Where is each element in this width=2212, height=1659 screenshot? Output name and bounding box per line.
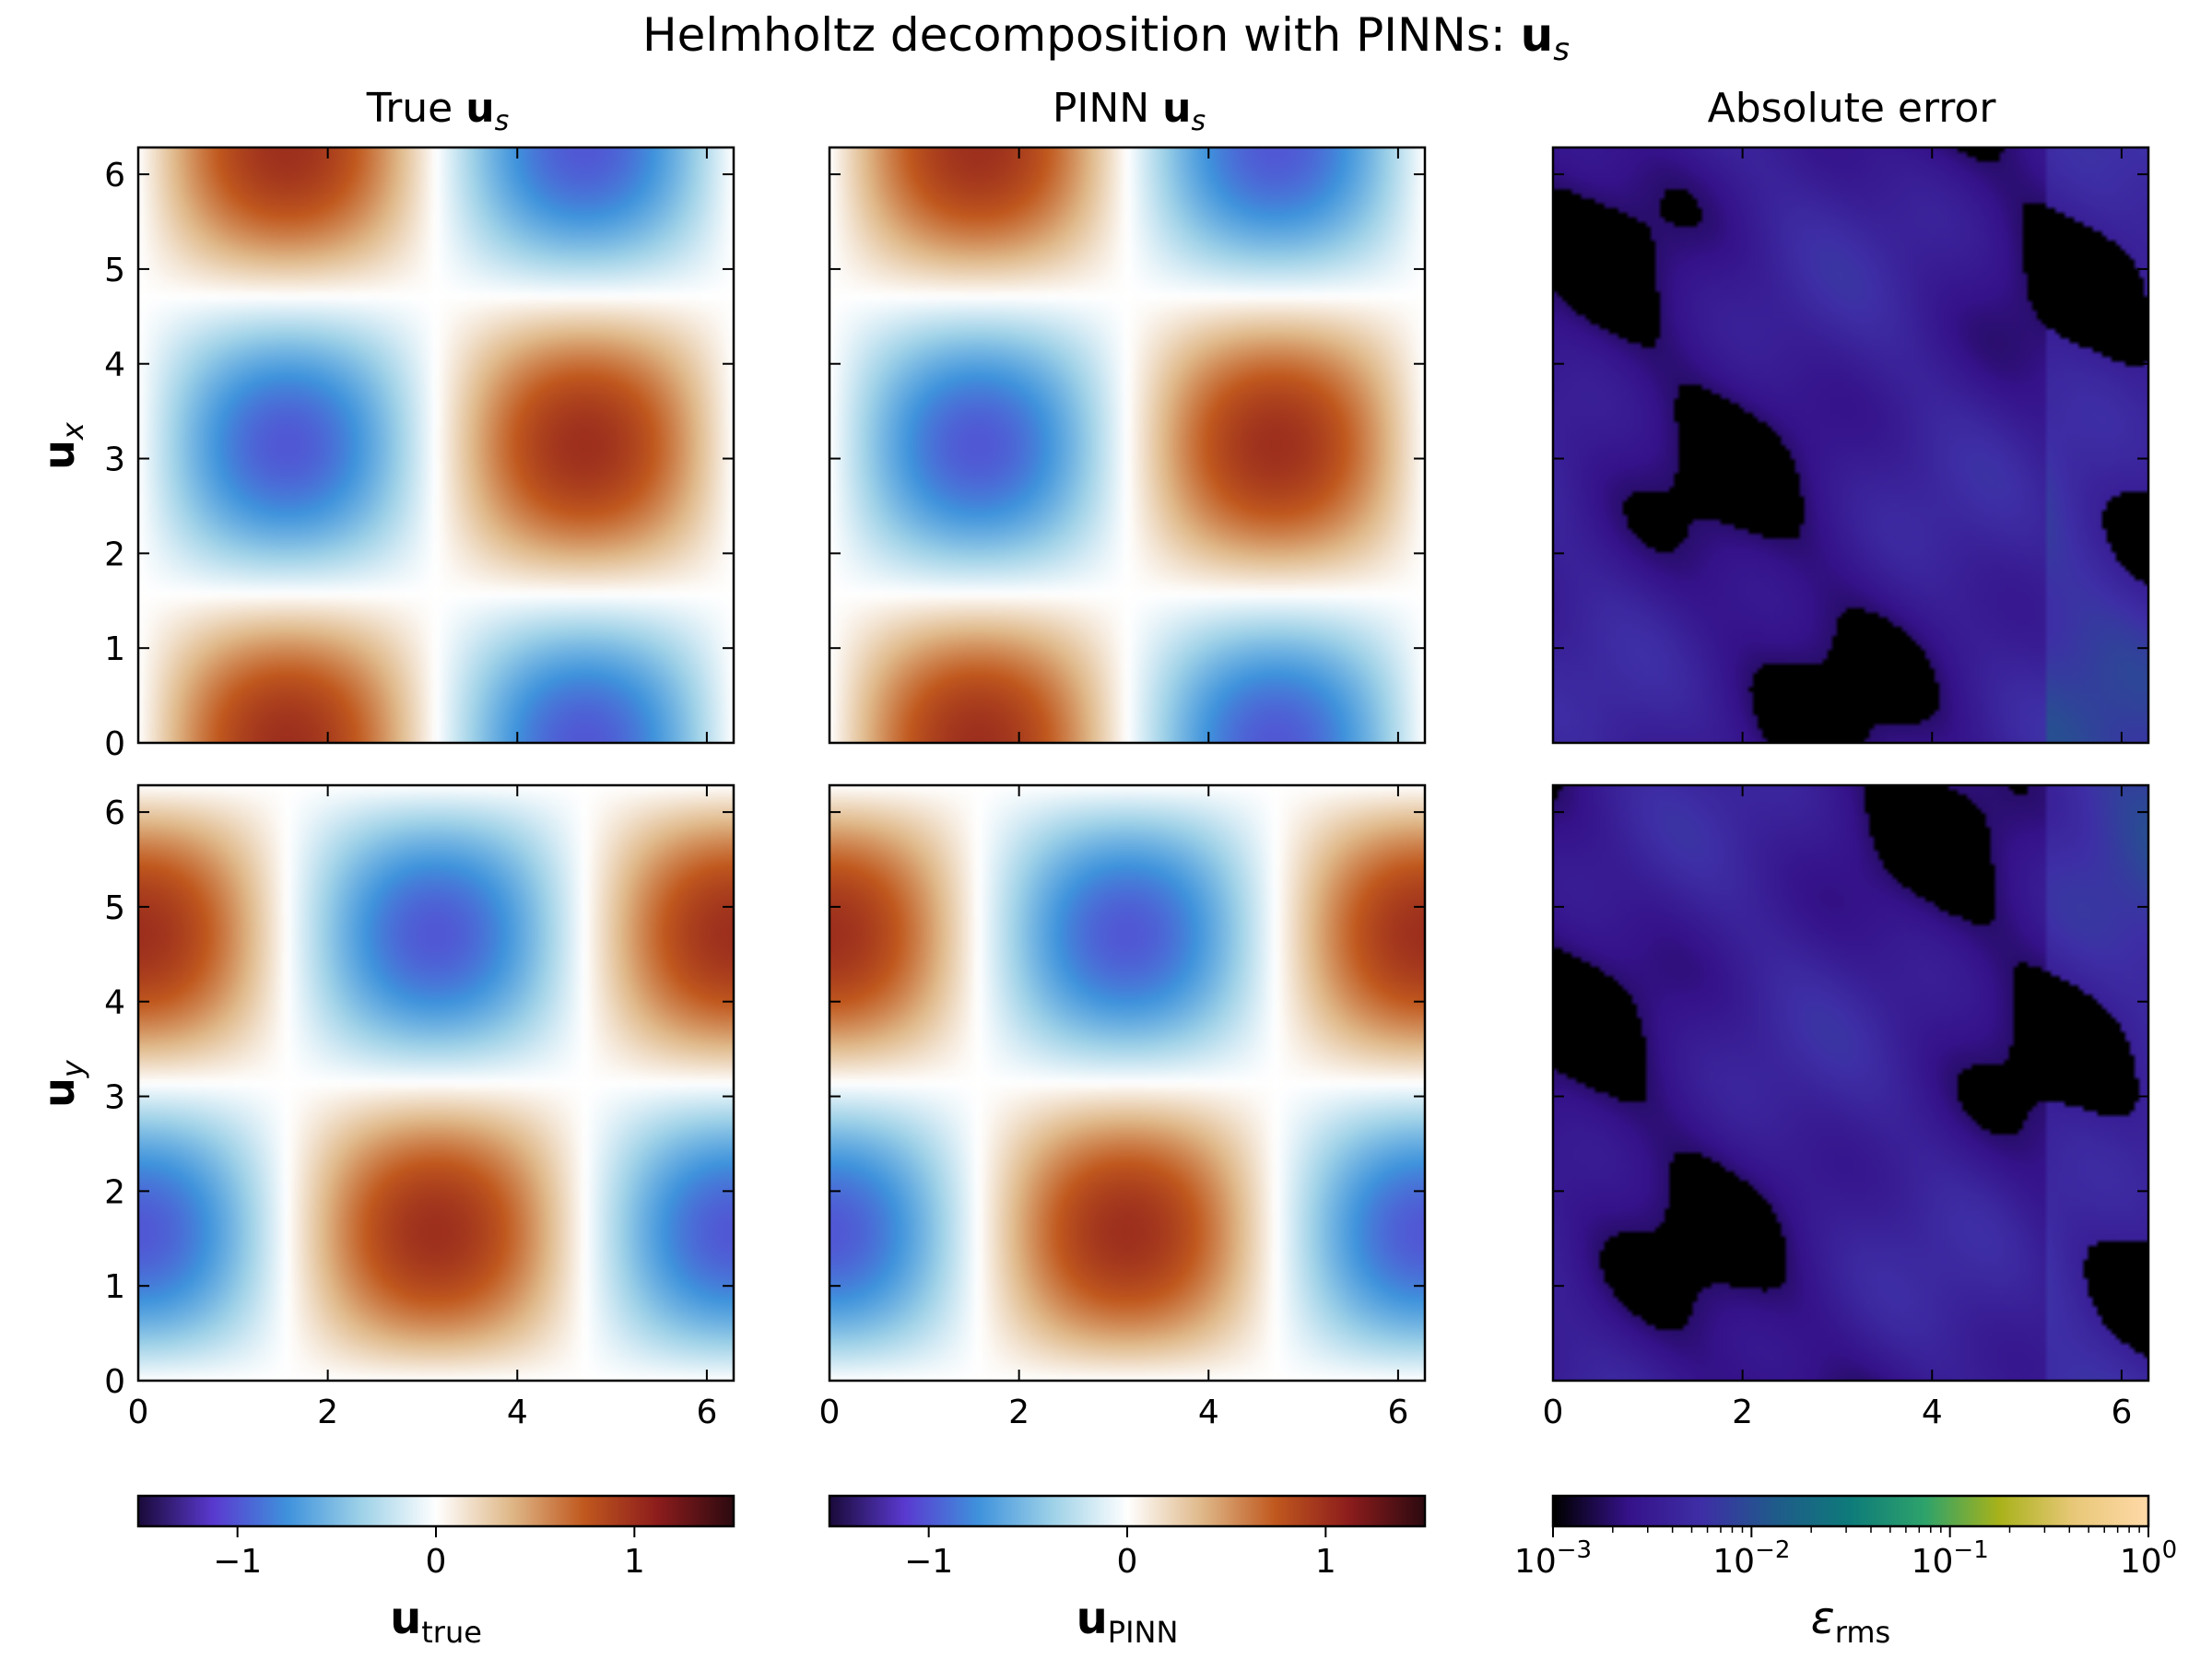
colorbar-tick-label: 1 (1315, 1543, 1336, 1581)
panel-pinn-uy: 0 2 4 6 (819, 783, 1427, 1431)
colorbar-2: 10−3 10−2 10−1 100 εrms (1514, 1494, 2177, 1650)
y-tick-label: 2 (104, 535, 125, 573)
x-tick-label: 2 (317, 1394, 338, 1431)
colorbar-tick-label: −1 (904, 1543, 953, 1581)
colorbar-0: −1 0 1 utrue (136, 1494, 735, 1650)
y-tick-label: 0 (104, 725, 125, 763)
y-tick-label: 5 (104, 252, 125, 289)
colorbar-gradient (1553, 1496, 2148, 1526)
x-tick-label: 0 (819, 1394, 841, 1431)
colorbar-tick-label: 10−2 (1712, 1536, 1790, 1581)
colorbar-label: utrue (390, 1593, 482, 1650)
row-label-ux: ux (34, 421, 90, 470)
figure-title: Helmholtz decomposition with PINNs: us (642, 8, 1570, 68)
colorbar-tick-label: 1 (624, 1543, 645, 1581)
heatmap-error-uy (1553, 785, 2148, 1381)
colorbar-frame (1551, 1494, 2150, 1528)
y-tick-label: 6 (104, 157, 125, 194)
column-title-pinn: PINN us (1053, 85, 1206, 137)
y-tick-label: 4 (104, 984, 125, 1022)
axes-frame (1551, 146, 2150, 745)
x-tick-label: 4 (1922, 1394, 1943, 1431)
column-title-error: Absolute error (1708, 85, 1997, 132)
x-tick-label: 2 (1008, 1394, 1030, 1431)
panel-error-ux (1551, 146, 2150, 745)
heatmap-error-ux (1553, 147, 2148, 743)
colorbar-tick-label: 10−1 (1912, 1536, 1989, 1581)
x-tick-label: 6 (696, 1394, 717, 1431)
x-tick-label: 6 (1387, 1394, 1408, 1431)
axes-frame (136, 146, 735, 745)
y-tick-label: 0 (104, 1363, 125, 1401)
panel-pinn-ux (828, 146, 1427, 745)
x-tick-label: 4 (1198, 1394, 1219, 1431)
colorbar-tick-label: 0 (1117, 1543, 1138, 1581)
axes-frame (1551, 783, 2150, 1382)
column-title-true: True us (366, 85, 509, 137)
colorbar-label: εrms (1811, 1593, 1890, 1650)
heatmap-pinn-ux (830, 147, 1425, 743)
axes-frame (828, 146, 1427, 745)
y-tick-label: 3 (104, 1079, 125, 1117)
colorbar-gradient (138, 1496, 734, 1526)
axes-frame (828, 783, 1427, 1382)
x-tick-label: 0 (128, 1394, 149, 1431)
colorbar-tick-label: −1 (213, 1543, 262, 1581)
axes-frame (136, 783, 735, 1382)
colorbar-tick-label: 0 (426, 1543, 447, 1581)
x-tick-label: 4 (507, 1394, 528, 1431)
y-tick-label: 1 (104, 1268, 125, 1306)
colorbar-1: −1 0 1 uPINN (828, 1494, 1427, 1650)
y-tick-label: 6 (104, 794, 125, 832)
colorbar-tick-label: 10−3 (1514, 1536, 1592, 1581)
panel-true-uy: 0 2 4 6 0 1 2 3 4 5 6 (104, 783, 735, 1431)
heatmap-true-ux (138, 147, 734, 743)
y-tick-label: 4 (104, 347, 125, 384)
panel-true-ux: 0 1 2 3 4 5 6 (104, 146, 735, 763)
heatmap-true-uy (138, 785, 734, 1381)
y-tick-label: 1 (104, 630, 125, 668)
row-label-uy: uy (34, 1059, 90, 1108)
y-tick-label: 5 (104, 889, 125, 927)
x-tick-label: 2 (1732, 1394, 1753, 1431)
y-tick-label: 2 (104, 1173, 125, 1211)
colorbar-gradient (830, 1496, 1425, 1526)
y-tick-label: 3 (104, 441, 125, 479)
heatmap-pinn-uy (830, 785, 1425, 1381)
colorbar-label: uPINN (1077, 1593, 1179, 1650)
x-tick-label: 6 (2111, 1394, 2132, 1431)
panel-error-uy: 0 2 4 6 (1543, 783, 2150, 1431)
x-tick-label: 0 (1543, 1394, 1564, 1431)
colorbar-tick-label: 100 (2120, 1536, 2177, 1581)
